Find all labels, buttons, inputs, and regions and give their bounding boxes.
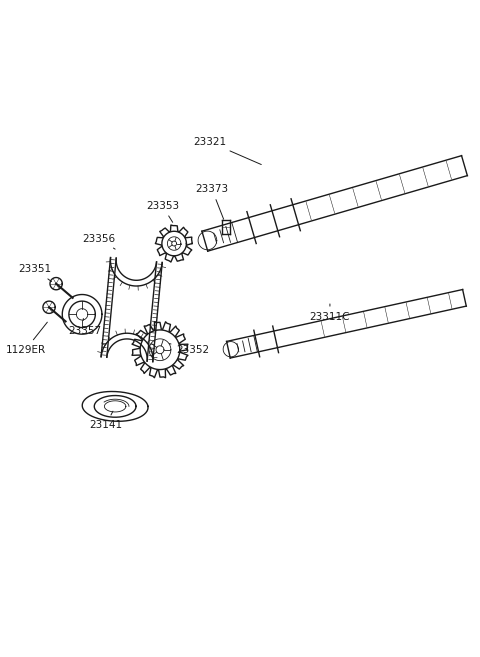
- Text: 23356: 23356: [82, 234, 115, 249]
- Text: 1129ER: 1129ER: [5, 322, 48, 355]
- Text: 23357: 23357: [68, 319, 101, 336]
- Text: 23311C: 23311C: [310, 304, 350, 322]
- Text: 23352: 23352: [169, 344, 210, 355]
- Text: 23351: 23351: [18, 265, 51, 282]
- Text: 23353: 23353: [146, 201, 179, 222]
- Text: 23141: 23141: [89, 411, 122, 430]
- Text: 23321: 23321: [193, 137, 261, 164]
- Text: 23373: 23373: [195, 184, 228, 219]
